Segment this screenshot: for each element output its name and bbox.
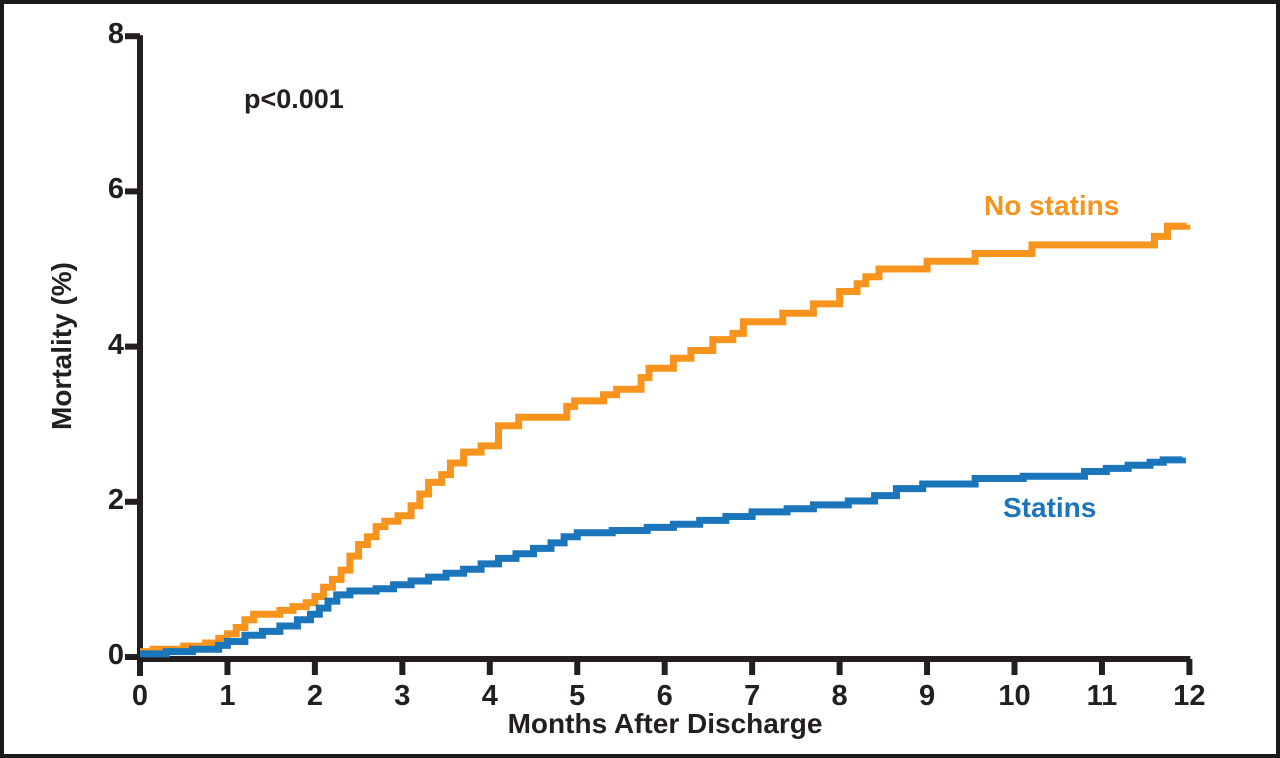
curves: [140, 222, 1191, 658]
x-tick-label: 12: [1173, 680, 1206, 712]
x-tick-label: 2: [306, 680, 323, 712]
y-tick-label: 4: [107, 328, 124, 361]
x-axis-title: Months After Discharge: [507, 708, 823, 739]
x-tick-label: 10: [998, 680, 1031, 712]
x-tick-label: 5: [569, 680, 586, 712]
x-tick-label: 8: [831, 680, 848, 712]
x-tick-label: 6: [656, 680, 673, 712]
y-tick-label: 6: [107, 173, 124, 206]
y-tick-label: 8: [107, 18, 124, 51]
x-tick-label: 7: [744, 680, 761, 712]
p-value-annotation: p<0.001: [244, 84, 344, 114]
x-tick-label: 4: [481, 680, 498, 712]
no-statins-curve: [140, 222, 1191, 656]
y-tick-label: 2: [107, 483, 124, 516]
legend-statins: Statins: [1003, 492, 1097, 523]
x-tick-label: 0: [131, 680, 149, 712]
legend-no-statins: No statins: [984, 190, 1120, 221]
x-tick-label: 1: [219, 680, 236, 712]
x-tick-label: 11: [1086, 680, 1118, 712]
statins-curve: [140, 456, 1186, 658]
x-tick-label: 9: [918, 680, 936, 712]
axes: [125, 33, 1193, 676]
x-tick-label: 3: [394, 680, 411, 712]
y-tick-label: 0: [107, 639, 124, 671]
survival-chart-canvas: [125, 33, 1193, 676]
